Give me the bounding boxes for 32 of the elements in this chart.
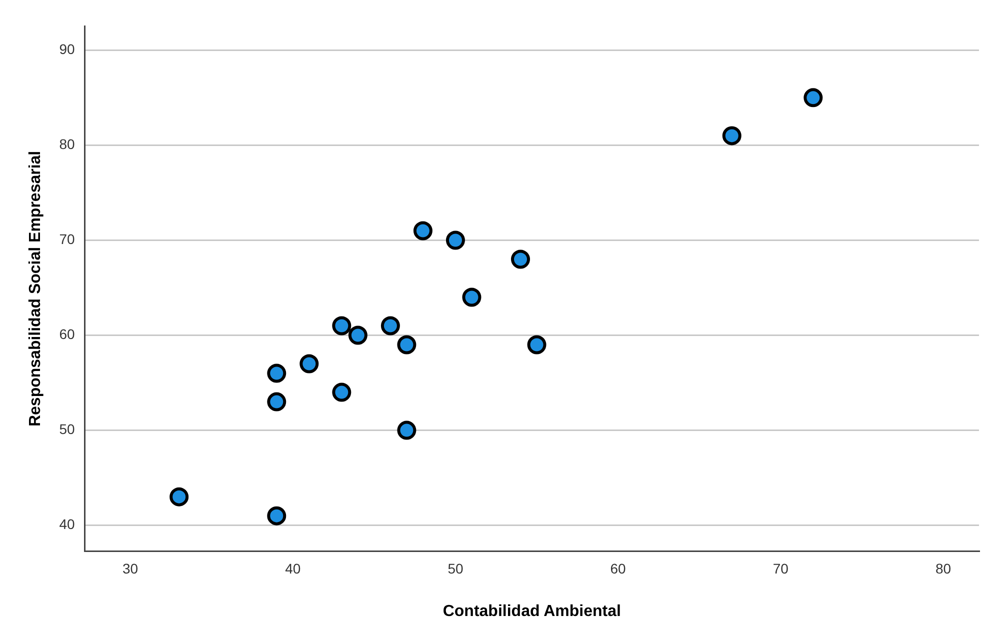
x-tick-label: 70 bbox=[772, 560, 789, 576]
point bbox=[413, 221, 432, 240]
point bbox=[462, 288, 482, 307]
x-tick-label: 30 bbox=[122, 560, 138, 576]
y-tick-label: 50 bbox=[59, 421, 75, 438]
y-tick-label: 90 bbox=[59, 41, 75, 58]
point bbox=[527, 335, 546, 354]
point bbox=[332, 316, 352, 336]
y-tick-label: 70 bbox=[59, 231, 75, 248]
point bbox=[332, 382, 352, 402]
point bbox=[267, 364, 286, 383]
x-tick-label: 60 bbox=[610, 560, 626, 576]
point bbox=[300, 354, 319, 374]
point bbox=[348, 326, 368, 345]
y-axis-title: Responsabilidad Social Empresarial bbox=[27, 150, 44, 427]
point bbox=[267, 506, 286, 526]
point bbox=[397, 335, 416, 354]
point bbox=[397, 420, 416, 440]
x-axis-title: Contabilidad Ambiental bbox=[442, 602, 621, 620]
point bbox=[722, 126, 742, 146]
x-tick-label: 50 bbox=[448, 560, 464, 576]
point bbox=[267, 392, 286, 412]
y-tick-label: 60 bbox=[59, 326, 75, 342]
point bbox=[511, 250, 530, 269]
point bbox=[170, 487, 189, 506]
y-tick-label: 80 bbox=[59, 136, 75, 152]
x-tick-label: 40 bbox=[285, 560, 301, 576]
point bbox=[380, 316, 400, 336]
y-tick-label: 40 bbox=[59, 516, 75, 532]
x-tick-label: 80 bbox=[935, 560, 952, 576]
point bbox=[804, 88, 823, 108]
point bbox=[446, 230, 465, 250]
